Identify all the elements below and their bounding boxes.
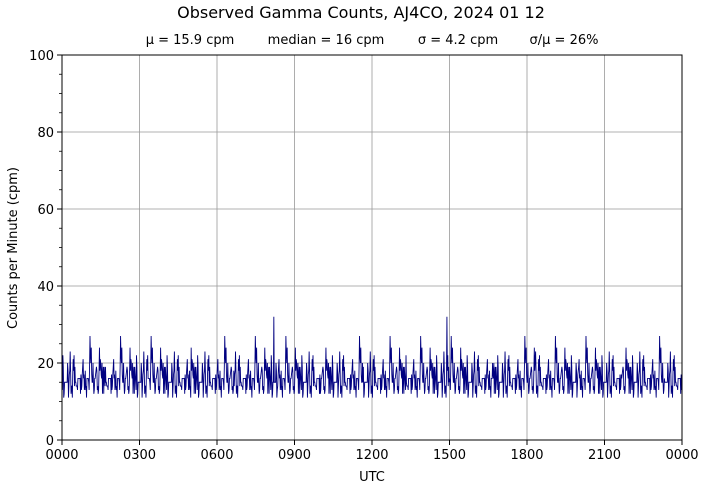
- gamma-count-series: [61, 316, 683, 398]
- x-axis-label: UTC: [359, 470, 385, 485]
- x-tick-label: 1500: [433, 448, 466, 463]
- x-tick-label: 0000: [45, 448, 78, 463]
- x-tick-label: 0600: [200, 448, 233, 463]
- stat-median: median = 16 cpm: [268, 33, 385, 48]
- x-tick-label: 0000: [665, 448, 698, 463]
- y-axis-label: Counts per Minute (cpm): [6, 167, 21, 329]
- stat-sigma: σ = 4.2 cpm: [418, 33, 498, 48]
- x-tick-label: 1200: [355, 448, 388, 463]
- stat-mean: μ = 15.9 cpm: [146, 33, 235, 48]
- y-tick-label: 60: [37, 203, 54, 218]
- y-tick-label: 20: [37, 357, 54, 372]
- x-tick-label: 2100: [588, 448, 621, 463]
- x-tick-label: 0900: [278, 448, 311, 463]
- stat-sigma-over-mean: σ/μ = 26%: [530, 33, 599, 48]
- y-tick-label: 40: [37, 280, 54, 295]
- stats-subtitle: μ = 15.9 cpm median = 16 cpm σ = 4.2 cpm…: [146, 33, 599, 48]
- y-axis-ticks: 0 20 40 60 80 100: [29, 49, 62, 449]
- x-tick-label: 0300: [123, 448, 156, 463]
- grid-lines: [62, 55, 682, 440]
- y-tick-label: 80: [37, 126, 54, 141]
- y-tick-label: 0: [46, 434, 54, 449]
- x-tick-label: 1800: [510, 448, 543, 463]
- x-axis-ticks: 0000 0300 0600 0900 1200 1500 1800 2100 0000: [45, 440, 699, 463]
- series-line: [61, 316, 683, 398]
- chart-title: Observed Gamma Counts, AJ4CO, 2024 01 12: [177, 3, 545, 22]
- y-tick-label: 100: [29, 49, 54, 64]
